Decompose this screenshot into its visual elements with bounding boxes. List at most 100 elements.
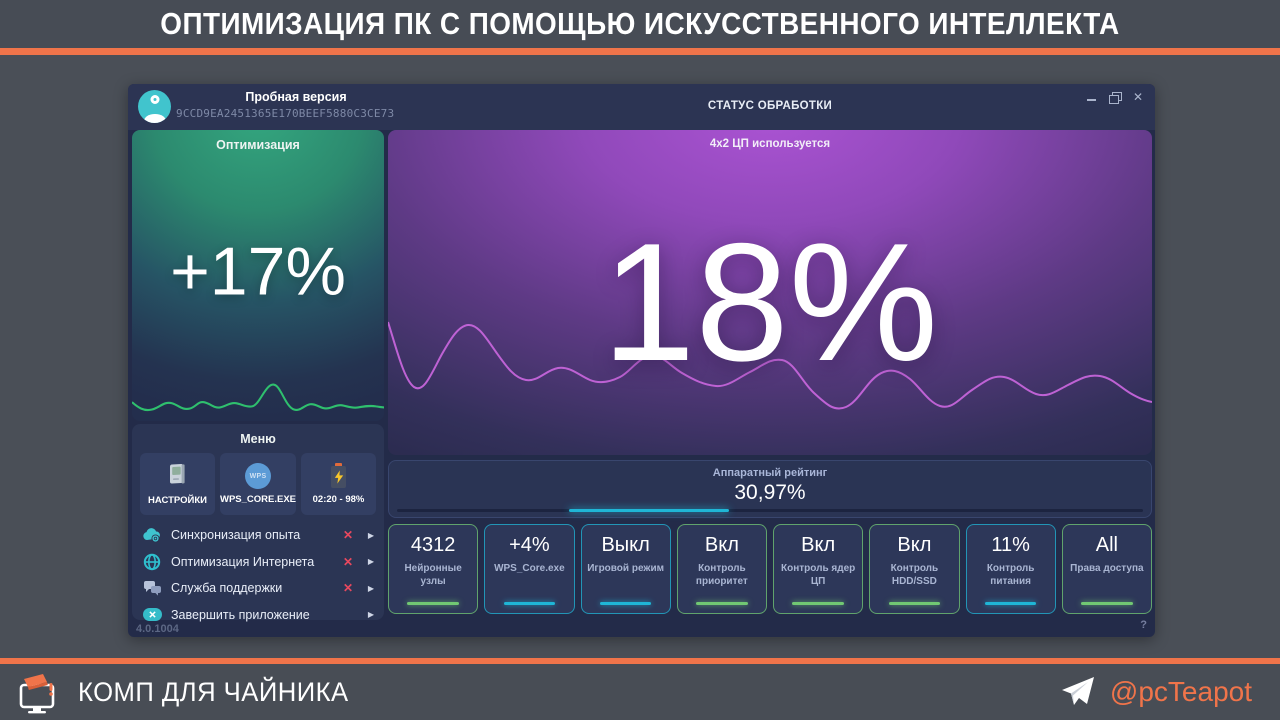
dismiss-icon[interactable]: ✕ [342, 528, 354, 543]
stat-card-neural-nodes[interactable]: 4312 Нейронные узлы [388, 524, 479, 614]
cpu-panel: 4x2 ЦП используется 18% [388, 130, 1152, 455]
menu-item-label: Синхронизация опыта [171, 528, 301, 543]
stat-card-cpu-cores-control[interactable]: Вкл Контроль ядер ЦП [773, 524, 864, 614]
serial-number: 9CCD9EA2451365E170BEEF5880C3CE73 [176, 107, 395, 120]
footer-bar: КОМП ДЛЯ ЧАЙНИКА @pcTeapot [0, 664, 1280, 720]
cpu-usage-value: 18% [601, 208, 939, 397]
close-button[interactable]: ✕ [1132, 90, 1144, 104]
status-title: СТАТУС ОБРАБОТКИ [707, 100, 833, 112]
card-accent-bar [1081, 602, 1133, 605]
exit-icon [142, 606, 162, 624]
expand-arrow-icon[interactable]: ▶ [367, 610, 374, 620]
support-chat-icon [142, 579, 162, 597]
stat-card-access-rights[interactable]: All Права доступа [1061, 524, 1152, 614]
card-accent-bar [696, 602, 748, 605]
optimization-header: Оптимизация [216, 138, 300, 152]
card-accent-bar [792, 602, 844, 605]
hardware-rating-panel: Аппаратный рейтинг 30,97% [388, 460, 1152, 518]
card-label: Контроль питания [986, 563, 1035, 587]
rating-progressbar [397, 509, 1143, 512]
card-accent-bar [888, 602, 941, 605]
optimization-panel: Оптимизация +17% [132, 130, 384, 421]
card-label: Игровой режим [587, 563, 665, 574]
restore-button[interactable] [1108, 90, 1122, 106]
telegram-icon [1061, 677, 1094, 705]
card-value: Вкл [801, 534, 836, 556]
version-label: 4.0.1004 [136, 623, 179, 635]
expand-arrow-icon[interactable]: ▶ [367, 530, 374, 540]
battery-icon [331, 463, 346, 489]
stat-card-game-mode[interactable]: Выкл Игровой режим [580, 524, 671, 614]
stat-card-power-control[interactable]: 11% Контроль питания [965, 524, 1056, 614]
card-value: 4312 [410, 534, 456, 556]
app-window: Пробная версия 9CCD9EA2451365E170BEEF588… [128, 84, 1155, 637]
battery-button[interactable]: 02:20 - 98% [301, 453, 376, 515]
card-value: +4% [509, 534, 550, 556]
card-label: Контроль приоритет [695, 563, 748, 587]
expand-arrow-icon[interactable]: ▶ [367, 557, 374, 567]
settings-button-label: НАСТРОЙКИ [148, 495, 207, 506]
minimize-button[interactable] [1085, 90, 1099, 106]
slide-header: ОПТИМИЗАЦИЯ ПК С ПОМОЩЬЮ ИСКУССТВЕННОГО … [0, 0, 1280, 48]
card-value: Вкл [897, 534, 932, 556]
stat-card-wps-core[interactable]: +4% WPS_Core.exe [484, 524, 575, 614]
accent-divider [0, 48, 1280, 55]
expand-arrow-icon[interactable]: ▶ [367, 583, 374, 593]
card-accent-bar [407, 602, 459, 605]
menu-item-label: Оптимизация Интернета [171, 554, 315, 569]
brand-block: КОМП ДЛЯ ЧАЙНИКА [16, 669, 363, 715]
rating-progress-fill [568, 509, 729, 512]
menu-panel: Меню НАСТРОЙКИ WPS WPS_CORE.EXE [132, 424, 384, 622]
battery-button-label: 02:20 - 98% [312, 494, 365, 505]
rating-value: 30,97% [734, 481, 806, 504]
card-label: Контроль HDD/SSD [890, 563, 939, 587]
card-value: 11% [991, 534, 1030, 556]
license-block: Пробная версия 9CCD9EA2451365E170BEEF588… [176, 90, 416, 120]
rating-label: Аппаратный рейтинг [712, 467, 828, 479]
wps-core-icon: WPS [245, 463, 271, 489]
card-label: Права доступа [1070, 563, 1144, 574]
card-label: WPS_Core.exe [494, 563, 565, 574]
wps-core-button-label: WPS_CORE.EXE [219, 494, 297, 505]
menu-item-sync[interactable]: Синхронизация опыта ✕ ▶ [142, 522, 374, 549]
stat-card-hdd-ssd-control[interactable]: Вкл Контроль HDD/SSD [869, 524, 960, 614]
card-label: Нейронные узлы [404, 563, 462, 587]
cpu-sparkline [388, 321, 1152, 410]
menu-item-exit[interactable]: Завершить приложение ▶ [142, 602, 374, 629]
card-value: Вкл [704, 534, 739, 556]
globe-icon [142, 553, 162, 571]
optimization-sparkline [132, 383, 384, 412]
menu-item-label: Служба поддержки [171, 581, 283, 596]
stat-card-priority-control[interactable]: Вкл Контроль приоритет [676, 524, 767, 614]
help-button[interactable]: ? [1140, 619, 1147, 631]
stat-cards-row: 4312 Нейронные узлы +4% WPS_Core.exe Вык… [388, 524, 1152, 614]
menu-item-label: Завершить приложение [171, 607, 310, 622]
menu-item-internet[interactable]: Оптимизация Интернета ✕ ▶ [142, 549, 374, 576]
window-titlebar: Пробная версия 9CCD9EA2451365E170BEEF588… [128, 84, 1155, 130]
card-value: Выкл [601, 534, 650, 556]
card-accent-bar [599, 602, 652, 605]
card-value: All [1095, 534, 1118, 556]
card-label: Контроль ядер ЦП [781, 563, 856, 587]
cpu-header: 4x2 ЦП используется [709, 138, 831, 150]
dismiss-icon[interactable]: ✕ [342, 554, 354, 569]
footer-accent-divider [0, 658, 1280, 664]
brand-logo-icon [19, 674, 55, 714]
dismiss-icon[interactable]: ✕ [342, 581, 354, 596]
settings-computer-icon [170, 464, 186, 484]
menu-header: Меню [240, 432, 276, 446]
wps-core-button[interactable]: WPS WPS_CORE.EXE [219, 453, 297, 515]
menu-buttons: НАСТРОЙКИ WPS WPS_CORE.EXE 02:20 - 98% [132, 446, 384, 520]
card-accent-bar [984, 602, 1037, 605]
lightning-bolt-icon [334, 470, 343, 484]
telegram-handle[interactable]: @pcTeapot [1109, 676, 1252, 707]
telegram-block: @pcTeapot [1060, 676, 1252, 708]
menu-item-support[interactable]: Служба поддержки ✕ ▶ [142, 575, 374, 602]
license-label: Пробная версия [245, 90, 347, 104]
menu-list: Синхронизация опыта ✕ ▶ Оптимизация Инте… [132, 520, 384, 628]
user-avatar-icon[interactable] [138, 90, 171, 123]
brand-name: КОМП ДЛЯ ЧАЙНИКА [78, 676, 349, 707]
card-accent-bar [503, 602, 556, 605]
slide-title: ОПТИМИЗАЦИЯ ПК С ПОМОЩЬЮ ИСКУССТВЕННОГО … [160, 6, 1120, 41]
settings-button[interactable]: НАСТРОЙКИ [140, 453, 215, 515]
